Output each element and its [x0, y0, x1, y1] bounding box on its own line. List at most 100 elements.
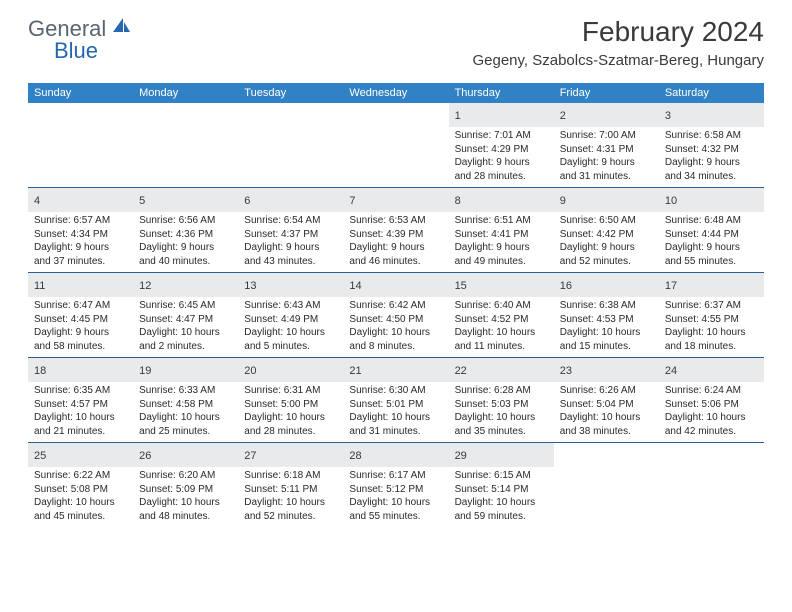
day-line: Sunrise: 7:01 AM: [455, 129, 548, 143]
day-content: [133, 109, 238, 115]
day-line: Daylight: 10 hours and 25 minutes.: [139, 411, 232, 438]
weekday-header: Sunday: [28, 83, 133, 103]
day-line: Sunrise: 6:35 AM: [34, 384, 127, 398]
day-number-row: 2: [554, 103, 659, 127]
day-line: Sunrise: 6:22 AM: [34, 469, 127, 483]
week-row: 4Sunrise: 6:57 AMSunset: 4:34 PMDaylight…: [28, 187, 764, 272]
day-content: Sunrise: 7:01 AMSunset: 4:29 PMDaylight:…: [449, 127, 554, 187]
day-line: Sunset: 5:06 PM: [665, 398, 758, 412]
day-content: Sunrise: 6:17 AMSunset: 5:12 PMDaylight:…: [343, 467, 448, 527]
day-line: Daylight: 10 hours and 35 minutes.: [455, 411, 548, 438]
day-number: 16: [560, 280, 572, 292]
day-line: Sunrise: 7:00 AM: [560, 129, 653, 143]
day-cell: 1Sunrise: 7:01 AMSunset: 4:29 PMDaylight…: [449, 103, 554, 187]
day-number-row: 28: [343, 443, 448, 467]
day-number: 9: [560, 195, 566, 207]
day-line: Sunset: 4:31 PM: [560, 143, 653, 157]
day-line: Sunset: 5:01 PM: [349, 398, 442, 412]
day-cell: 27Sunrise: 6:18 AMSunset: 5:11 PMDayligh…: [238, 443, 343, 527]
weekday-header: Thursday: [449, 83, 554, 103]
day-number-row: 6: [238, 188, 343, 212]
day-number: 3: [665, 110, 671, 122]
day-number: 28: [349, 450, 361, 462]
day-number: 11: [34, 280, 45, 292]
day-number: 7: [349, 195, 355, 207]
day-content: [659, 449, 764, 455]
day-number: 21: [349, 365, 361, 377]
day-line: Daylight: 10 hours and 42 minutes.: [665, 411, 758, 438]
day-number: 18: [34, 365, 46, 377]
day-line: Sunset: 4:42 PM: [560, 228, 653, 242]
day-line: Sunrise: 6:40 AM: [455, 299, 548, 313]
day-content: Sunrise: 6:37 AMSunset: 4:55 PMDaylight:…: [659, 297, 764, 357]
day-content: Sunrise: 6:15 AMSunset: 5:14 PMDaylight:…: [449, 467, 554, 527]
day-number: 26: [139, 450, 151, 462]
day-number: 17: [665, 280, 677, 292]
day-cell: [659, 443, 764, 527]
day-line: Sunrise: 6:57 AM: [34, 214, 127, 228]
day-number-row: 12: [133, 273, 238, 297]
day-content: Sunrise: 6:26 AMSunset: 5:04 PMDaylight:…: [554, 382, 659, 442]
day-number-row: 10: [659, 188, 764, 212]
day-number-row: 19: [133, 358, 238, 382]
day-line: Daylight: 10 hours and 48 minutes.: [139, 496, 232, 523]
day-number: 22: [455, 365, 467, 377]
day-line: Daylight: 10 hours and 2 minutes.: [139, 326, 232, 353]
day-line: Daylight: 10 hours and 38 minutes.: [560, 411, 653, 438]
day-cell: 18 Sunrise: 6:35 AMSunset: 4:57 PMDayligh…: [28, 358, 133, 442]
day-line: Sunset: 4:37 PM: [244, 228, 337, 242]
day-line: Sunrise: 6:47 AM: [34, 299, 127, 313]
day-cell: [133, 103, 238, 187]
day-content: Sunrise: 6:35 AMSunset: 4:57 PMDaylight:…: [28, 382, 133, 442]
day-line: Sunrise: 6:17 AM: [349, 469, 442, 483]
day-content: Sunrise: 6:30 AMSunset: 5:01 PMDaylight:…: [343, 382, 448, 442]
day-line: Sunset: 4:32 PM: [665, 143, 758, 157]
day-number: 13: [244, 280, 256, 292]
location-label: Gegeny, Szabolcs-Szatmar-Bereg, Hungary: [472, 52, 764, 69]
week-row: 18 Sunrise: 6:35 AMSunset: 4:57 PMDayligh…: [28, 357, 764, 442]
day-line: Sunset: 5:14 PM: [455, 483, 548, 497]
day-line: Sunrise: 6:26 AM: [560, 384, 653, 398]
day-content: Sunrise: 6:38 AMSunset: 4:53 PMDaylight:…: [554, 297, 659, 357]
day-number-row: 20: [238, 358, 343, 382]
day-line: Daylight: 10 hours and 45 minutes.: [34, 496, 127, 523]
day-line: Sunrise: 6:51 AM: [455, 214, 548, 228]
day-line: Sunset: 4:34 PM: [34, 228, 127, 242]
day-content: Sunrise: 6:53 AMSunset: 4:39 PMDaylight:…: [343, 212, 448, 272]
day-line: Sunset: 5:04 PM: [560, 398, 653, 412]
day-line: Sunset: 5:11 PM: [244, 483, 337, 497]
day-content: [28, 109, 133, 115]
day-content: Sunrise: 6:51 AMSunset: 4:41 PMDaylight:…: [449, 212, 554, 272]
day-line: Sunset: 5:03 PM: [455, 398, 548, 412]
day-cell: 16 Sunrise: 6:38 AMSunset: 4:53 PMDayligh…: [554, 273, 659, 357]
week-row: 25Sunrise: 6:22 AMSunset: 5:08 PMDayligh…: [28, 442, 764, 527]
day-line: Sunrise: 6:30 AM: [349, 384, 442, 398]
day-line: Daylight: 9 hours and 49 minutes.: [455, 241, 548, 268]
day-number: 5: [139, 195, 145, 207]
day-line: Sunrise: 6:15 AM: [455, 469, 548, 483]
day-number-row: 3: [659, 103, 764, 127]
day-line: Sunrise: 6:31 AM: [244, 384, 337, 398]
day-line: Daylight: 10 hours and 55 minutes.: [349, 496, 442, 523]
day-content: Sunrise: 6:40 AMSunset: 4:52 PMDaylight:…: [449, 297, 554, 357]
day-number-row: 11: [28, 273, 133, 297]
day-content: Sunrise: 6:31 AMSunset: 5:00 PMDaylight:…: [238, 382, 343, 442]
day-line: Sunset: 4:58 PM: [139, 398, 232, 412]
day-line: Sunrise: 6:28 AM: [455, 384, 548, 398]
day-number: 14: [349, 280, 361, 292]
day-cell: 28 Sunrise: 6:17 AMSunset: 5:12 PMDayligh…: [343, 443, 448, 527]
day-line: Daylight: 9 hours and 34 minutes.: [665, 156, 758, 183]
day-line: Daylight: 9 hours and 52 minutes.: [560, 241, 653, 268]
day-line: Daylight: 9 hours and 58 minutes.: [34, 326, 127, 353]
day-line: Sunset: 4:39 PM: [349, 228, 442, 242]
day-cell: [238, 103, 343, 187]
day-line: Daylight: 10 hours and 52 minutes.: [244, 496, 337, 523]
day-cell: 25Sunrise: 6:22 AMSunset: 5:08 PMDayligh…: [28, 443, 133, 527]
day-line: Sunset: 4:44 PM: [665, 228, 758, 242]
day-content: Sunrise: 6:22 AMSunset: 5:08 PMDaylight:…: [28, 467, 133, 527]
day-cell: 8Sunrise: 6:51 AMSunset: 4:41 PMDaylight…: [449, 188, 554, 272]
day-line: Sunset: 5:00 PM: [244, 398, 337, 412]
day-content: Sunrise: 6:47 AMSunset: 4:45 PMDaylight:…: [28, 297, 133, 357]
day-line: Sunrise: 6:43 AM: [244, 299, 337, 313]
day-cell: 15Sunrise: 6:40 AMSunset: 4:52 PMDayligh…: [449, 273, 554, 357]
